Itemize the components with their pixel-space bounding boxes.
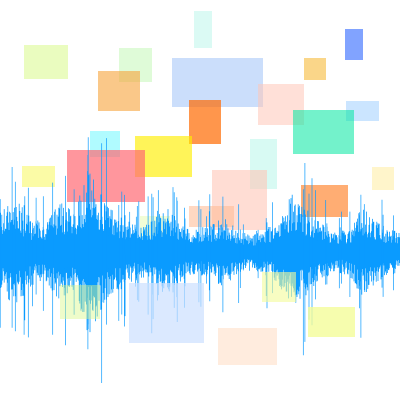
color-rectangle [129,283,204,343]
color-rectangle [98,71,140,111]
color-rectangle [189,100,221,144]
color-rectangle [22,166,55,187]
color-rectangle [60,285,100,319]
color-rectangle [172,58,263,107]
color-rectangle [372,167,394,190]
color-rectangle [189,206,234,227]
color-rectangle [304,58,326,80]
color-rectangle [67,150,145,202]
color-rectangle [262,272,296,302]
color-rectangle [218,328,277,365]
color-rectangle [194,11,212,48]
color-rectangle [308,307,355,337]
color-rectangle [24,45,68,79]
color-rectangle [293,110,354,154]
color-rectangle [345,29,363,60]
